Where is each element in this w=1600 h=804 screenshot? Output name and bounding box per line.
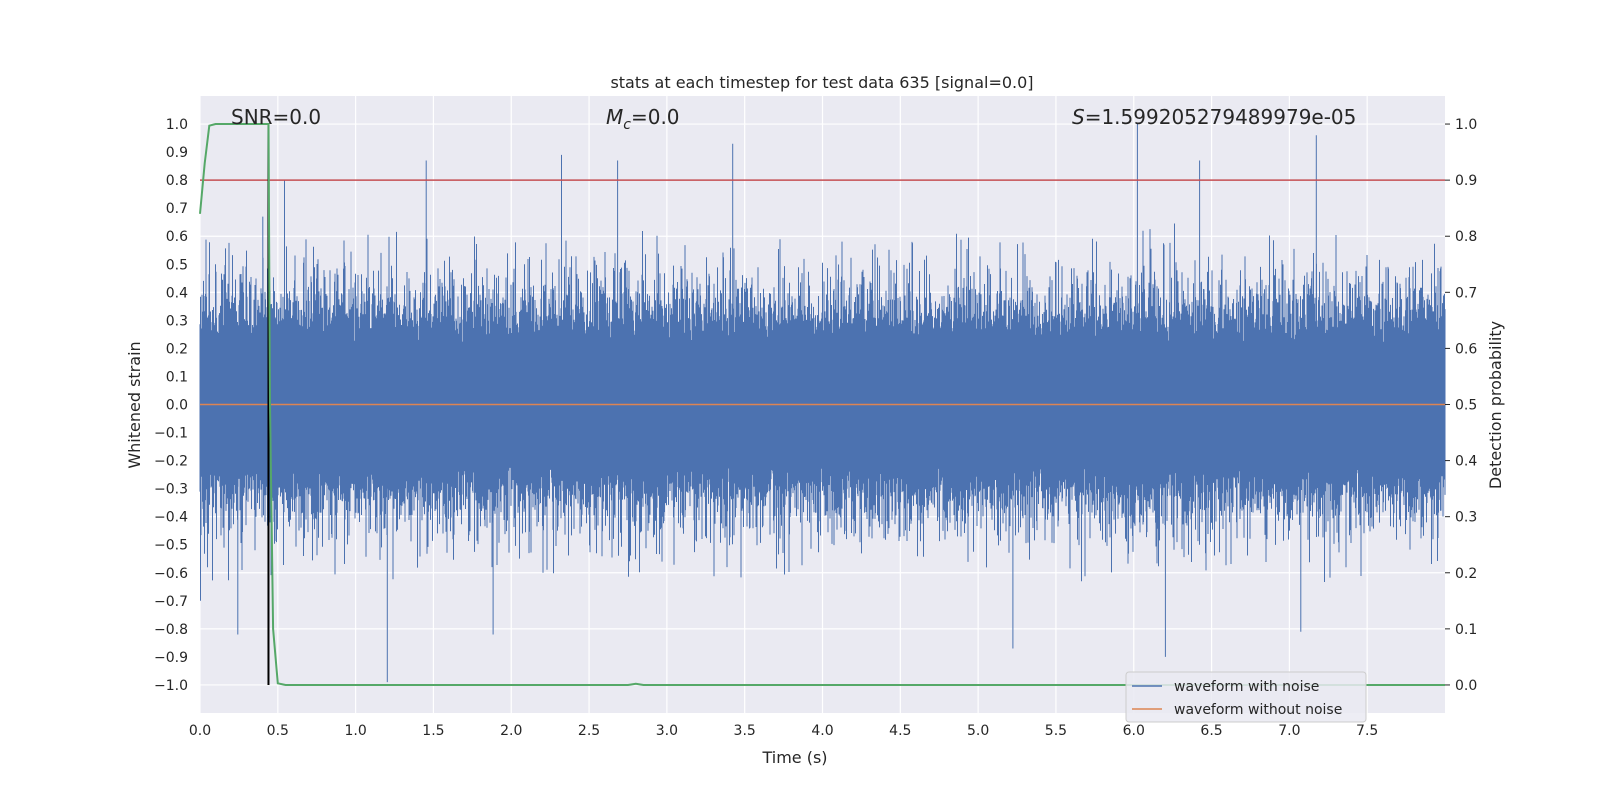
y2-tick-label: 0.7 <box>1455 285 1477 301</box>
y-tick-label: −0.2 <box>154 454 188 470</box>
x-tick-label: 2.0 <box>500 723 522 739</box>
y2-tick-label: 0.4 <box>1455 454 1477 470</box>
y2-axis-label: Detection probability <box>1486 321 1505 489</box>
legend-box <box>1125 671 1367 723</box>
y-tick-label: 0.9 <box>166 145 188 161</box>
x-tick-label: 7.0 <box>1278 723 1300 739</box>
y2-tick-label: 0.0 <box>1455 678 1477 694</box>
line-series <box>199 123 1445 686</box>
y-tick-label: 0.6 <box>166 229 188 245</box>
x-tick-label: 4.5 <box>889 723 911 739</box>
y-tick-label: −0.9 <box>154 650 188 666</box>
y-tick-label: −1.0 <box>154 678 188 694</box>
s-symbol: S <box>1072 105 1085 129</box>
x-tick-label: 0.5 <box>267 723 289 739</box>
y2-tick-label: 0.6 <box>1455 341 1477 357</box>
x-tick-label: 4.0 <box>811 723 833 739</box>
s-annotation: S=1.599205279489979e-05 <box>1072 105 1356 129</box>
x-tick-label: 0.0 <box>189 723 211 739</box>
x-tick-label: 5.5 <box>1045 723 1067 739</box>
legend-label-clean: waveform without noise <box>1174 702 1342 718</box>
y-tick-label: 0.5 <box>166 257 188 273</box>
y2-tick-label: 0.2 <box>1455 566 1477 582</box>
y-tick-label: −0.5 <box>154 538 188 554</box>
noise-waveform-line <box>199 124 1446 683</box>
mc-symbol: M <box>606 105 623 129</box>
y-tick-label: 0.8 <box>166 173 188 189</box>
x-tick-label: 6.5 <box>1200 723 1222 739</box>
y-tick-label: 0.3 <box>166 313 188 329</box>
snr-annotation: SNR=0.0 <box>231 105 321 129</box>
y2-tick-label: 0.5 <box>1455 398 1477 414</box>
x-tick-label: 1.5 <box>422 723 444 739</box>
mc-value: =0.0 <box>631 105 680 129</box>
y2-tick-label: 0.1 <box>1455 622 1477 638</box>
chart-title: stats at each timestep for test data 635… <box>610 73 1033 92</box>
x-tick-label: 3.5 <box>734 723 756 739</box>
y-tick-label: −0.4 <box>154 510 188 526</box>
mc-subscript: c <box>623 117 631 133</box>
x-tick-label: 3.0 <box>656 723 678 739</box>
y-tick-label: −0.3 <box>154 482 188 498</box>
y-tick-label: 0.1 <box>166 369 188 385</box>
x-tick-label: 2.5 <box>578 723 600 739</box>
y-tick-label: 0.7 <box>166 201 188 217</box>
x-tick-label: 7.5 <box>1356 723 1378 739</box>
y-tick-label: −0.1 <box>154 426 188 442</box>
y-tick-label: 0.4 <box>166 285 188 301</box>
y-tick-label: −0.7 <box>154 594 188 610</box>
y2-tick-label: 0.9 <box>1455 173 1477 189</box>
noise-waveform-series <box>199 124 1446 683</box>
chirp-mass-annotation: Mc=0.0 <box>606 105 680 133</box>
s-value: =1.599205279489979e-05 <box>1085 105 1357 129</box>
x-tick-label: 1.0 <box>344 723 366 739</box>
legend-label-noise: waveform with noise <box>1174 679 1319 695</box>
y-tick-label: −0.6 <box>154 566 188 582</box>
y-tick-label: 0.0 <box>166 398 188 414</box>
y2-tick-label: 0.3 <box>1455 510 1477 526</box>
x-tick-label: 5.0 <box>967 723 989 739</box>
y-axis-label: Whitened strain <box>125 341 144 468</box>
y-tick-label: −0.8 <box>154 622 188 638</box>
legend: waveform with noise waveform without noi… <box>1125 671 1367 723</box>
x-axis-label: Time (s) <box>761 748 827 767</box>
x-tick-label: 6.0 <box>1123 723 1145 739</box>
y-tick-label: 0.2 <box>166 341 188 357</box>
detection-probability-line <box>199 123 1445 686</box>
y-tick-label: 1.0 <box>166 117 188 133</box>
tick-labels: 0.0 0.5 1.0 1.5 2.0 2.5 3.0 3.5 4.0 4.5 5.0 5.5 6.0 6… <box>154 117 1477 739</box>
y2-tick-label: 1.0 <box>1455 117 1477 133</box>
y2-tick-label: 0.8 <box>1455 229 1477 245</box>
